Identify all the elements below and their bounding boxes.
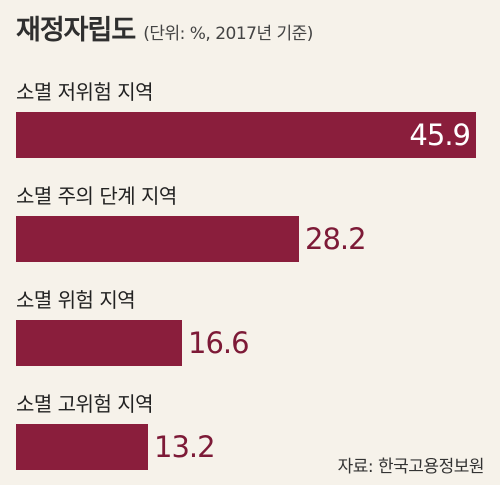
category-label: 소멸 위험 지역 [16, 288, 136, 312]
unit-note: (단위: %, 2017년 기준) [143, 24, 313, 44]
category-label: 소멸 고위험 지역 [16, 392, 154, 416]
value-label: 13.2 [154, 430, 216, 464]
bar [16, 216, 299, 262]
bar [16, 112, 476, 158]
source-note: 자료: 한국고용정보원 [337, 457, 485, 477]
bar [16, 424, 148, 470]
value-label: 16.6 [188, 326, 250, 360]
chart-title: 재정자립도 [16, 15, 136, 46]
category-label: 소멸 저위험 지역 [16, 80, 154, 104]
category-label: 소멸 주의 단계 지역 [16, 184, 177, 208]
value-label: 28.2 [305, 222, 367, 256]
bar [16, 320, 182, 366]
chart-header: 재정자립도 (단위: %, 2017년 기준) [16, 8, 313, 50]
value-label: 45.9 [409, 118, 471, 152]
